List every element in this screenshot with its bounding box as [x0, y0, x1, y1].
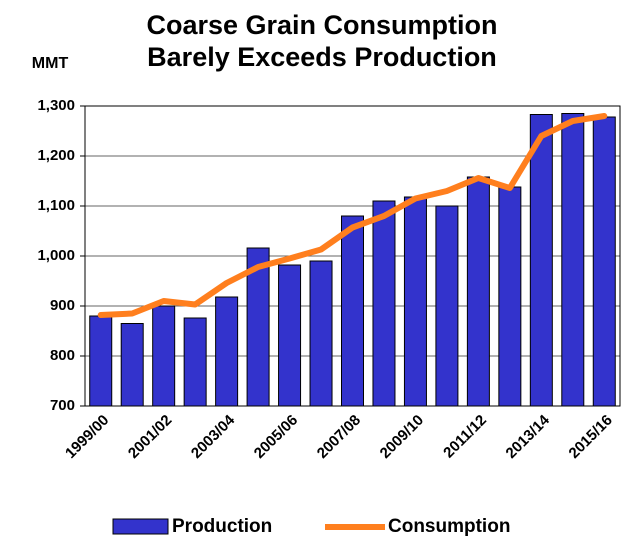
line [97, 113, 608, 318]
bar [278, 264, 302, 407]
bar [215, 296, 239, 407]
x-tick-label: 2005/06 [251, 412, 301, 462]
bar [372, 200, 396, 407]
legend-label: Production [172, 516, 272, 537]
y-tick-label: 1,300 [37, 97, 75, 114]
bar [309, 260, 333, 407]
x-tick-label: 2011/12 [440, 412, 490, 462]
bar [341, 215, 364, 407]
plot-frame [84, 105, 621, 407]
x-tick-label: 2015/16 [566, 412, 616, 462]
bar [403, 196, 427, 407]
y-tick-label: 1,200 [37, 147, 75, 164]
bar [592, 116, 616, 407]
bar [498, 186, 522, 407]
y-tick-label: 1,100 [37, 197, 75, 214]
bar [120, 323, 144, 407]
legend-swatch [112, 518, 169, 535]
y-tick-label: 900 [50, 297, 75, 314]
bar [89, 315, 113, 407]
x-tick-label: 2013/14 [503, 411, 554, 462]
legend-label: Consumption [388, 516, 510, 537]
x-tick-label: 2003/04 [188, 411, 239, 462]
y-tick-label: 1,000 [37, 247, 75, 264]
chart-title: Coarse Grain Consumption [146, 10, 497, 40]
bar [529, 114, 553, 407]
y-tick-label: 800 [50, 347, 75, 364]
x-tick-label: 2001/02 [125, 412, 175, 462]
chart-title: Barely Exceeds Production [147, 42, 497, 72]
y-tick-label: 700 [50, 397, 75, 414]
x-tick-label: 2007/08 [314, 412, 364, 462]
bar [183, 317, 207, 407]
bar [466, 176, 490, 407]
x-tick-label: 1999/00 [62, 412, 112, 462]
bar [152, 305, 176, 407]
bar [435, 205, 459, 407]
y-axis-label: MMT [32, 55, 69, 72]
x-tick-label: 2009/10 [377, 412, 427, 462]
bar [561, 113, 585, 407]
